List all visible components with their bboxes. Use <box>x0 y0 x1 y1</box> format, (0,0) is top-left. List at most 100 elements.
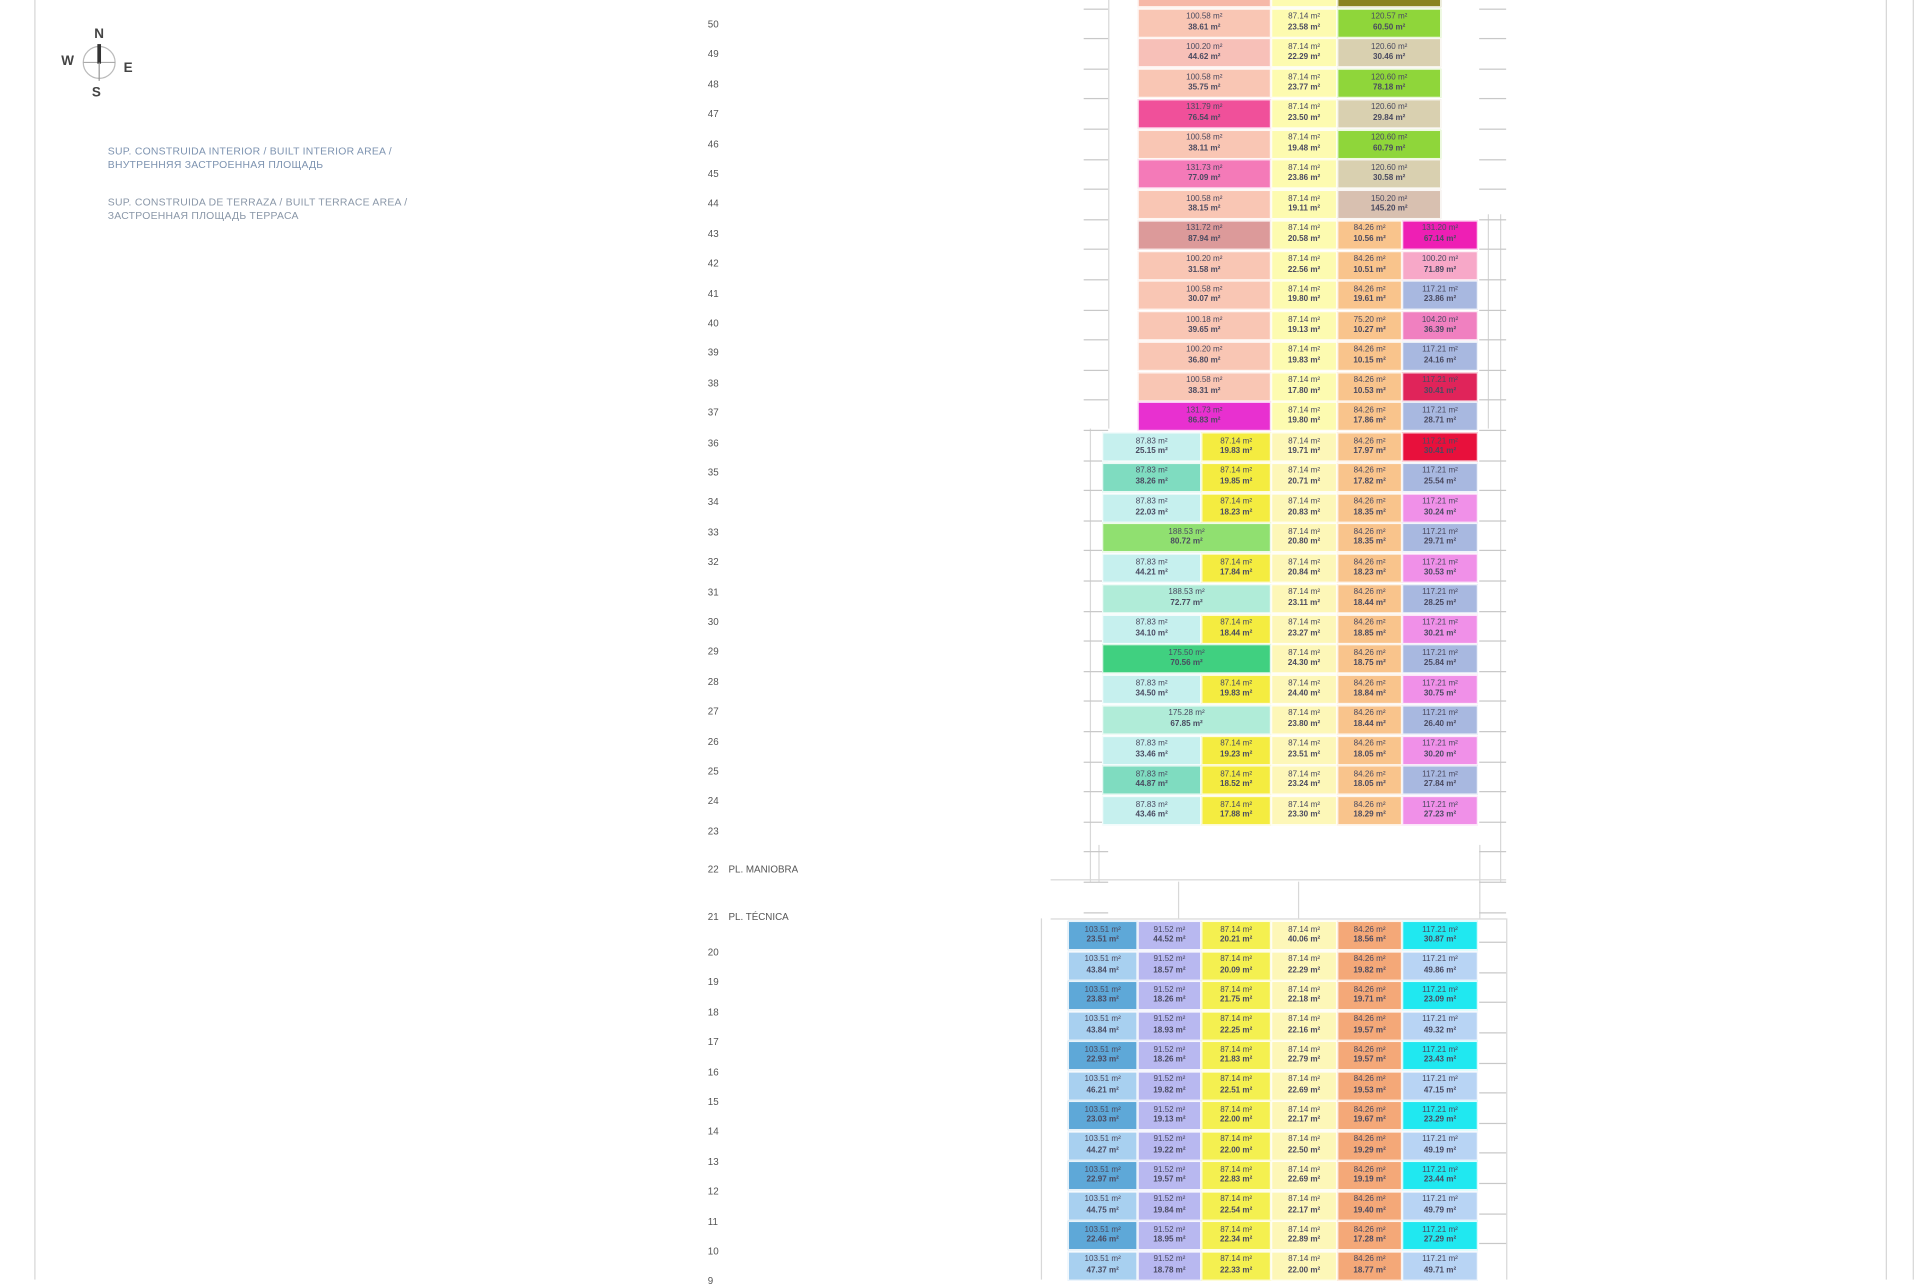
interior-area: 87.14 m² <box>1288 285 1321 294</box>
terrace-area: 76.54 m² <box>1188 113 1221 123</box>
unit-cell: 150.20 m² 145.20 m² <box>1337 189 1442 220</box>
interior-area: 103.51 m² <box>1084 1255 1121 1264</box>
floor-number: 11 <box>707 1216 718 1228</box>
interior-area: 103.51 m² <box>1084 1135 1121 1144</box>
interior-area: 103.51 m² <box>1084 1105 1121 1114</box>
unit-cell: 84.26 m² 10.53 m² <box>1337 371 1403 402</box>
interior-area: 87.14 m² <box>1288 557 1321 567</box>
terrace-area: 19.83 m² <box>1287 356 1321 365</box>
unit-cell: 91.52 m² 19.13 m² <box>1137 1100 1202 1131</box>
terrace-area: 19.85 m² <box>1219 477 1253 486</box>
interior-area: 117.21 m² <box>1422 588 1458 597</box>
unit-cell: 103.51 m² 23.51 m² <box>1067 920 1138 951</box>
terrace-area: 22.56 m² <box>1287 265 1321 274</box>
terrace-area: 20.80 m² <box>1287 537 1321 547</box>
interior-area: 104.20 m² <box>1421 315 1459 324</box>
interior-area: 87.14 m² <box>1288 955 1321 964</box>
terrace-area: 18.05 m² <box>1353 750 1386 759</box>
unit-cell: 117.21 m² 26.40 m² <box>1402 705 1478 735</box>
unit-cell: 117.21 m² 49.79 m² <box>1402 1190 1478 1221</box>
terrace-area: 49.86 m² <box>1423 965 1457 975</box>
unit-cell: 87.14 m² 40.06 m² <box>1271 920 1338 951</box>
unit-cell: 87.14 m² 19.83 m² <box>1201 432 1272 462</box>
floor-slab-tick <box>1479 761 1507 763</box>
terrace-area: 23.03 m² <box>1086 1115 1119 1125</box>
interior-area: 87.83 m² <box>1135 770 1168 779</box>
terrace-area: 30.20 m² <box>1423 750 1457 759</box>
interior-area: 87.14 m² <box>1220 925 1253 934</box>
terrace-area: 25.15 m² <box>1135 446 1168 456</box>
unit-cell: 117.21 m² 30.20 m² <box>1402 735 1478 765</box>
unit-cell: 87.14 m² 19.83 m² <box>1201 674 1272 705</box>
unit-cell: 175.50 m² 70.56 m² <box>1102 644 1272 674</box>
unit-cell: 87.14 m² 22.34 m² <box>1201 1220 1272 1251</box>
interior-area: 100.20 m² <box>1186 345 1223 355</box>
unit-cell: 84.26 m² 19.61 m² <box>1337 280 1403 311</box>
floor-slab-tick <box>1479 1242 1507 1245</box>
interior-area: 84.26 m² <box>1353 1105 1386 1114</box>
floor-slab-tick <box>1479 68 1507 70</box>
unit-cell: 117.21 m² 30.87 m² <box>1402 920 1478 951</box>
floor-number: 48 <box>707 78 719 90</box>
legend-terrace-line2: ЗАСТРОЕННАЯ ПЛОЩАДЬ ТЕРРАСА <box>107 209 299 222</box>
interior-area: 91.52 m² <box>1153 1195 1186 1204</box>
terrace-area: 27.29 m² <box>1423 1235 1457 1245</box>
terrace-area: 43.84 m² <box>1086 965 1119 975</box>
interior-area: 131.79 m² <box>1186 103 1223 112</box>
unit-cell: 87.14 m² 23.80 m² <box>1271 705 1338 735</box>
floor-label: 21 PL. TÉCNICA <box>708 912 789 923</box>
floor-slab-tick <box>1479 610 1507 612</box>
terrace-area: 21.75 m² <box>1219 995 1253 1005</box>
terrace-area: 38.26 m² <box>1135 477 1168 486</box>
interior-area: 117.21 m² <box>1422 955 1458 964</box>
floor-number: 27 <box>707 706 719 718</box>
compass-rose-icon: N W E S <box>59 27 137 105</box>
floor-number: 14 <box>707 1126 719 1138</box>
terrace-area: 19.83 m² <box>1219 446 1253 456</box>
floor-label: 48 <box>708 79 719 90</box>
unit-cell: 91.52 m² 18.95 m² <box>1137 1220 1202 1251</box>
unit-cell: 84.26 m² 18.77 m² <box>1337 1250 1403 1281</box>
interior-area: 87.14 m² <box>1288 588 1321 597</box>
unit-cell: 117.21 m² 24.16 m² <box>1402 341 1478 371</box>
unit-cell: 87.14 m² 20.84 m² <box>1271 553 1338 583</box>
unit-cell: 87.14 m² 20.58 m² <box>1271 220 1338 250</box>
floor-label: 43 <box>708 228 719 239</box>
floor-slab-tick <box>1479 881 1507 883</box>
terrace-area: 19.13 m² <box>1153 1115 1186 1125</box>
floor-number: 12 <box>707 1186 719 1198</box>
terrace-area: 18.29 m² <box>1353 810 1386 820</box>
unit-cell: 103.51 m² 22.46 m² <box>1067 1220 1138 1251</box>
floor-slab-tick <box>1083 580 1109 582</box>
interior-area: 87.14 m² <box>1288 1195 1321 1204</box>
interior-area: 84.26 m² <box>1353 648 1386 658</box>
unit-cell: 84.26 m² 10.15 m² <box>1337 341 1403 371</box>
floor-label: 18 <box>708 1007 719 1018</box>
floor-number: 23 <box>707 825 719 837</box>
floor-number: 20 <box>707 947 719 959</box>
unit-cell: 117.21 m² 27.84 m² <box>1402 765 1478 796</box>
interior-area: 84.26 m² <box>1353 1165 1386 1174</box>
floor-slab-tick <box>1083 881 1109 883</box>
interior-area: 103.51 m² <box>1084 925 1121 934</box>
interior-area: 87.14 m² <box>1220 955 1253 964</box>
floor-number: 38 <box>707 377 719 389</box>
floor-label: 36 <box>708 437 719 448</box>
unit-cell: 87.14 m² 20.80 m² <box>1271 523 1338 553</box>
outline-left-middle <box>1089 428 1092 882</box>
unit-cell: 87.14 m² 22.17 m² <box>1271 1190 1338 1221</box>
terrace-area: 19.57 m² <box>1353 1025 1386 1035</box>
terrace-area: 18.57 m² <box>1153 965 1186 975</box>
interior-area: 87.14 m² <box>1220 1045 1253 1054</box>
unit-cell: 91.52 m² 18.93 m² <box>1137 1010 1202 1041</box>
floor-label: 33 <box>708 527 719 538</box>
floor-number: 39 <box>707 347 719 359</box>
terrace-area: 78.18 m² <box>1373 83 1406 92</box>
terrace-area: 19.71 m² <box>1353 995 1386 1005</box>
unit-cell: 87.14 m² 18.52 m² <box>1201 765 1272 796</box>
unit-cell: 87.83 m² 44.21 m² <box>1102 553 1202 583</box>
floor-label: 19 <box>708 977 719 988</box>
interior-area: 84.26 m² <box>1353 618 1386 628</box>
outline-right-middle <box>1500 214 1502 882</box>
